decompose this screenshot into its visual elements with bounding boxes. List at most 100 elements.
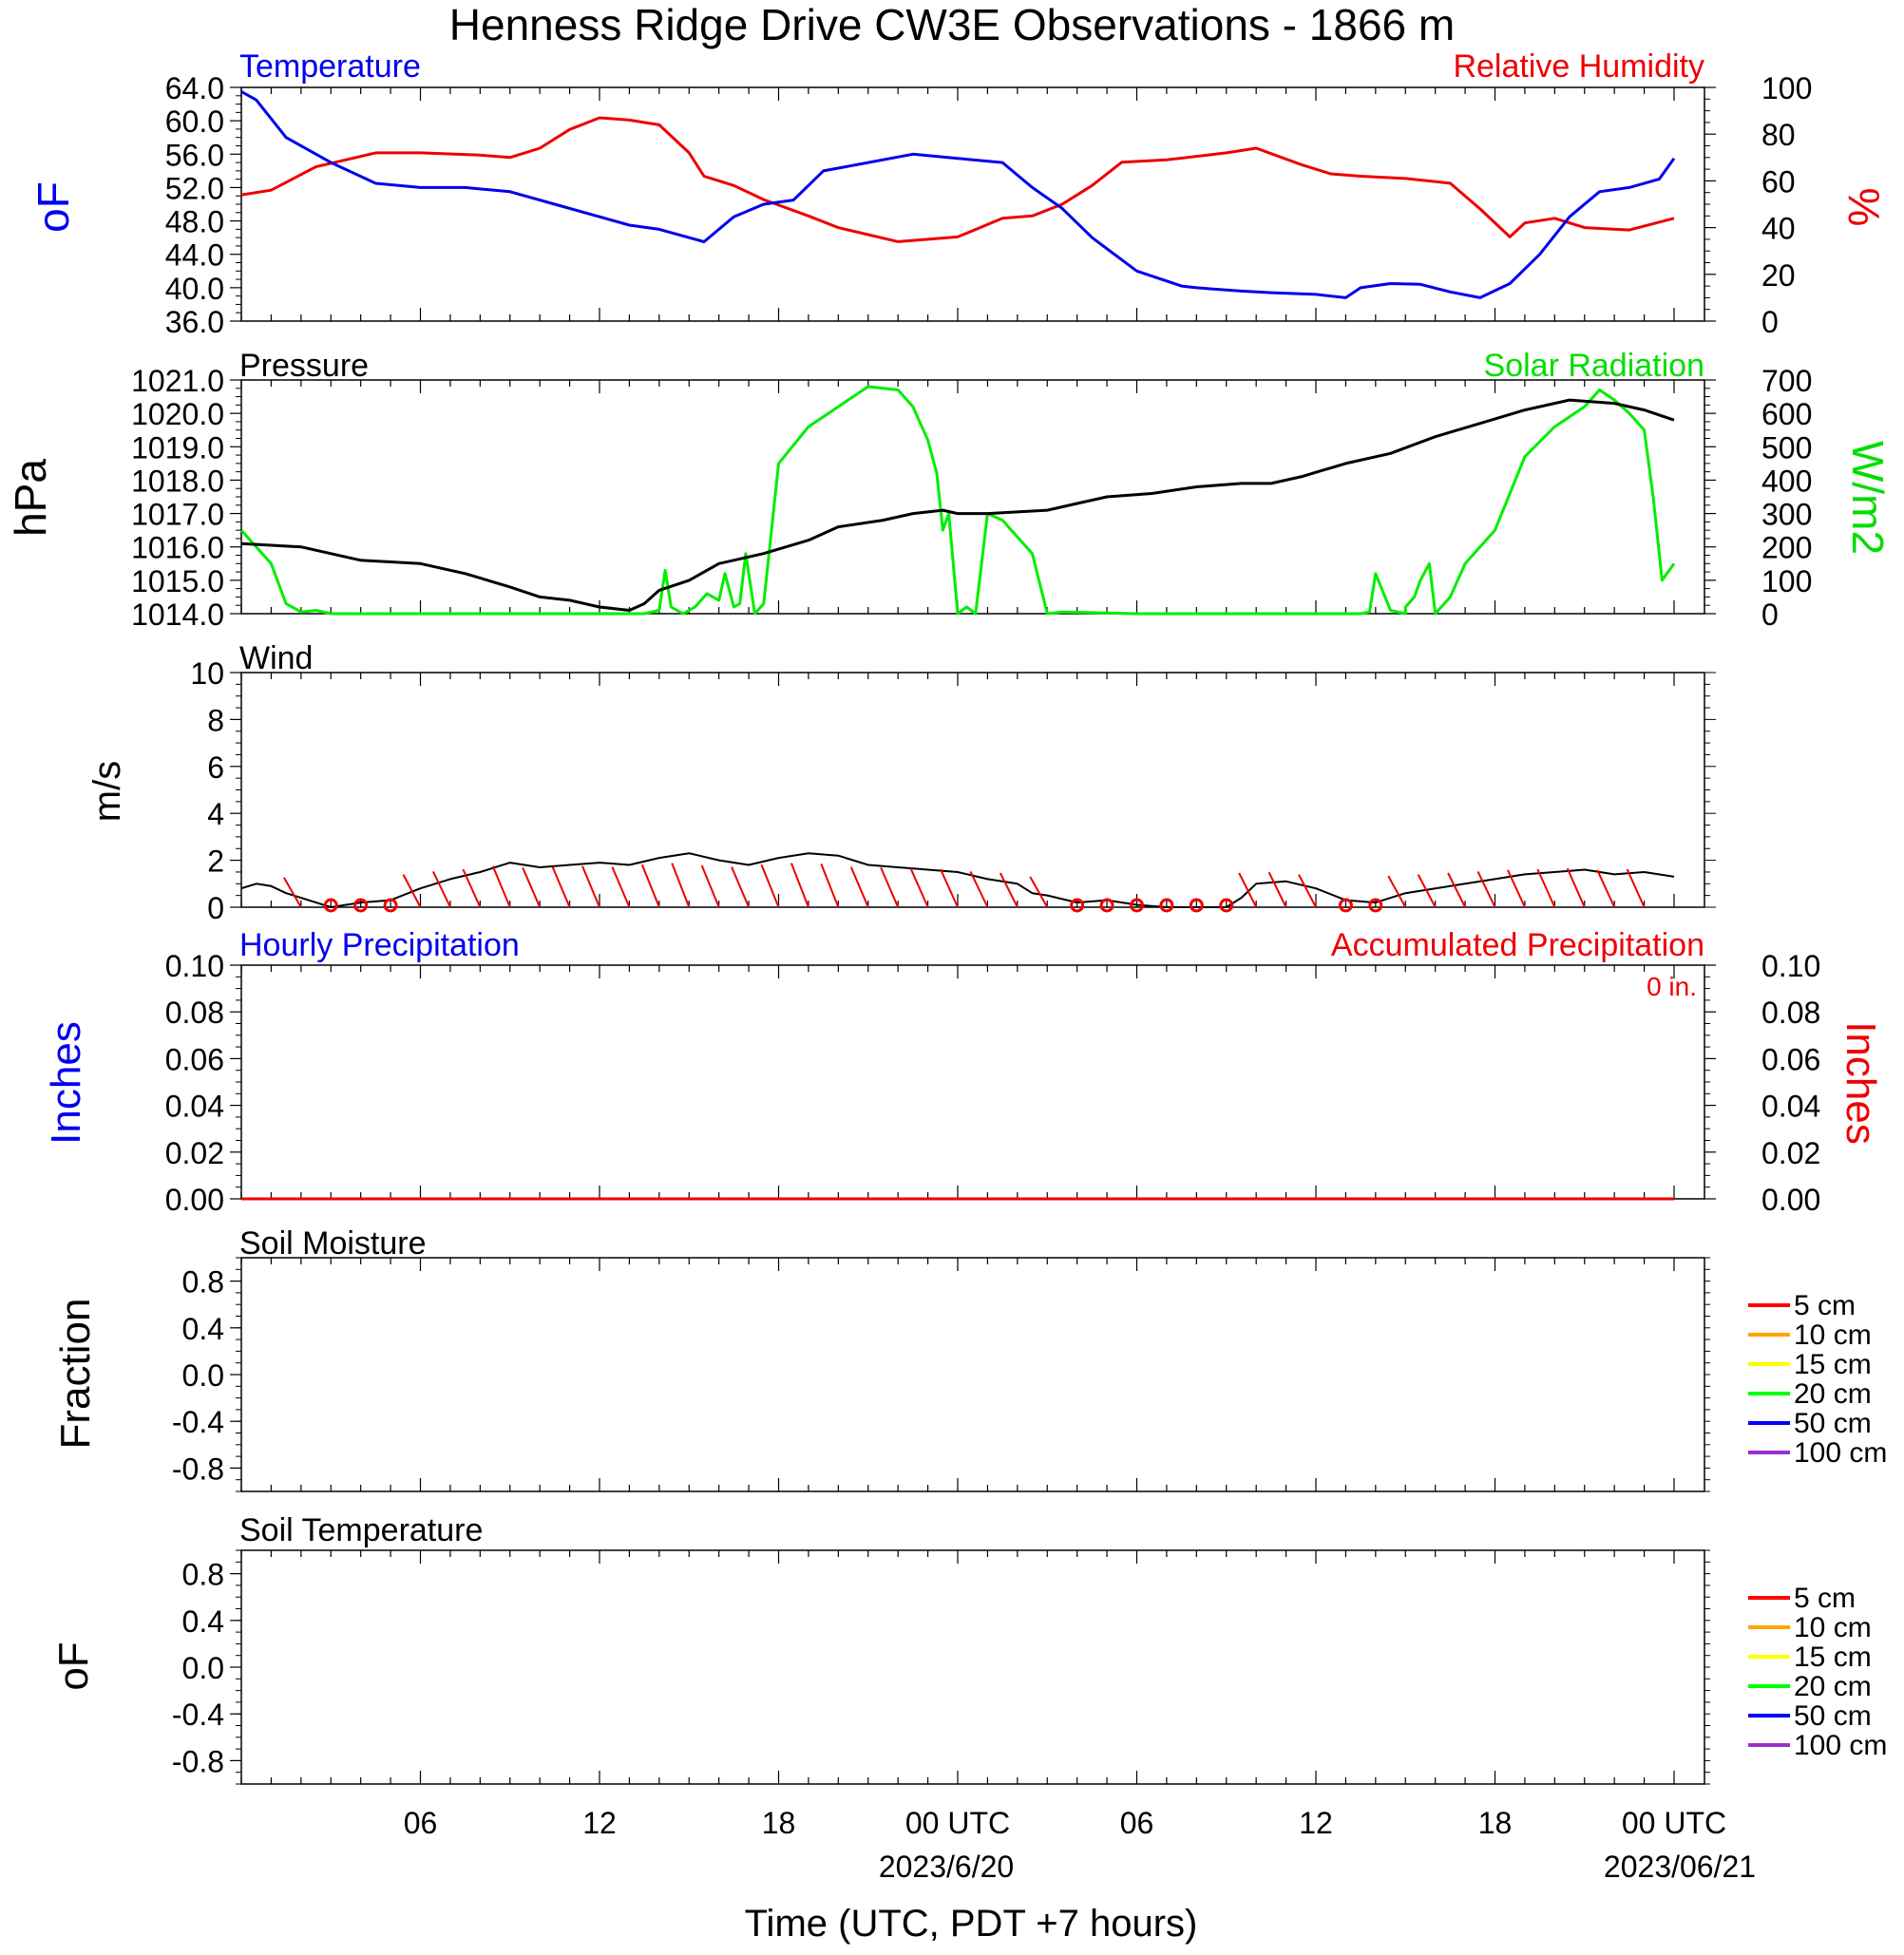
calm-marker [1219, 898, 1234, 913]
wind-unit: m/s [86, 761, 128, 822]
wind-barb [1029, 876, 1049, 908]
wind-barb [1298, 874, 1317, 908]
temp-y-tick-label: 60.0 [165, 104, 224, 139]
pressure-y-tick-label: 1016.0 [131, 531, 224, 565]
humidity-line [240, 116, 1675, 243]
temp-y-tick-label: 64.0 [165, 71, 224, 105]
pressure-panel: Pressure Solar Radiation hPa W/m2 1021.0… [6, 348, 1893, 632]
legend-label: 10 cm [1794, 1612, 1872, 1643]
wind-barb [640, 864, 660, 908]
x-tick-label: 00 UTC [1622, 1806, 1726, 1840]
legend-label: 50 cm [1794, 1408, 1872, 1439]
temp-y-tick-label: 52.0 [165, 171, 224, 205]
temp-y-tick-label: 36.0 [165, 305, 224, 339]
wind-barb [1417, 874, 1437, 908]
soil-temperature-unit: oF [50, 1642, 97, 1690]
humidity-title: Relative Humidity [1453, 48, 1704, 85]
hourly-precip-title: Hourly Precipitation [239, 927, 520, 963]
wind-line [240, 852, 1675, 908]
solar-y2-tick-label: 0 [1761, 598, 1779, 632]
solar-y2-tick-label: 300 [1761, 498, 1812, 532]
wind-barb [432, 870, 451, 908]
legend-label: 20 cm [1794, 1378, 1872, 1410]
wind-y-tick-label: 0 [207, 891, 224, 925]
temperature-title: Temperature [239, 48, 421, 85]
precip-panel: Hourly Precipitation Accumulated Precipi… [43, 927, 1884, 1217]
wind-barb [581, 865, 600, 908]
accum-precip-title: Accumulated Precipitation [1331, 927, 1704, 963]
rh-y2-tick-label: 40 [1761, 212, 1796, 246]
wind-barb [940, 868, 959, 908]
sm-y-tick-label: -0.4 [172, 1405, 224, 1439]
accum-precip-y2-tick-label: 0.00 [1761, 1183, 1820, 1217]
solar-y2-tick-label: 600 [1761, 397, 1812, 431]
calm-marker [1338, 898, 1353, 913]
x-tick-label: 06 [1120, 1806, 1154, 1840]
temperature-line [240, 90, 1676, 299]
wind-y-tick-label: 10 [190, 656, 224, 691]
wind-barb [880, 867, 900, 908]
wind-barb [491, 865, 511, 908]
soil-temperature-title: Soil Temperature [239, 1512, 483, 1548]
pressure-y-tick-label: 1021.0 [131, 364, 224, 398]
rh-y2-tick-label: 100 [1761, 71, 1812, 105]
wind-title: Wind [239, 640, 313, 676]
accum-precip-total: 0 in. [1647, 972, 1697, 1001]
wind-barb [671, 863, 691, 908]
wind-barb [1476, 870, 1496, 908]
temp-y-tick-label: 48.0 [165, 205, 224, 239]
wind-barb [1267, 871, 1287, 908]
wind-barb [1447, 872, 1466, 908]
solar-y2-tick-label: 100 [1761, 564, 1812, 598]
pressure-unit: hPa [6, 459, 55, 537]
calm-marker [353, 898, 369, 913]
soil-moisture-plot: 0.8 0.4 0.0 -0.4 -0.8 [172, 1257, 1710, 1492]
st-y-tick-label: 0.8 [182, 1558, 224, 1592]
solar-y2-tick-label: 200 [1761, 531, 1812, 565]
hourly-precip-unit: Inches [43, 1021, 89, 1145]
st-y-tick-label: 0.0 [182, 1651, 224, 1685]
temp-y-tick-label: 56.0 [165, 138, 224, 172]
pressure-plot: 1021.01020.01019.01018.01017.01016.01015… [131, 364, 1812, 632]
accum-precip-y2-tick-label: 0.08 [1761, 996, 1820, 1030]
hourly-precip-y-tick-label: 0.02 [165, 1136, 224, 1170]
wind-y-tick-label: 4 [207, 797, 224, 831]
accum-precip-y2-tick-label: 0.04 [1761, 1090, 1820, 1124]
calm-marker [1368, 898, 1383, 913]
wind-barb [1566, 867, 1586, 908]
date-label-2: 2023/06/21 [1604, 1850, 1756, 1884]
sm-y-tick-label: 0.4 [182, 1312, 224, 1346]
pressure-y-tick-label: 1017.0 [131, 498, 224, 532]
wind-barb [790, 863, 809, 908]
wind-y-tick-label: 6 [207, 750, 224, 785]
accum-precip-y2-tick-label: 0.06 [1761, 1042, 1820, 1076]
legend-label: 10 cm [1794, 1319, 1872, 1351]
hourly-precip-y-tick-label: 0.10 [165, 949, 224, 983]
wind-barb [551, 866, 571, 908]
solar-y2-tick-label: 700 [1761, 364, 1812, 398]
solar-line [239, 385, 1676, 616]
st-y-tick-label: -0.4 [172, 1698, 224, 1732]
st-y-tick-label: 0.4 [182, 1604, 224, 1639]
wind-barb [999, 872, 1019, 908]
soil-temperature-panel: Soil Temperature oF 0.8 0.4 0.0 -0.4 -0.8 5 … [50, 1512, 1887, 1785]
hourly-precip-y-tick-label: 0.04 [165, 1090, 224, 1124]
calm-marker [1099, 898, 1114, 913]
legend-label: 20 cm [1794, 1671, 1872, 1702]
pressure-y-tick-label: 1014.0 [131, 598, 224, 632]
solar-y2-tick-label: 400 [1761, 464, 1812, 498]
soil-moisture-unit: Fraction [52, 1299, 99, 1450]
x-tick-label: 18 [762, 1806, 796, 1840]
calm-marker [1070, 898, 1085, 913]
temp-y-tick-label: 44.0 [165, 238, 224, 273]
x-axis-tick-labels: 06 12 18 00 UTC 06 12 18 00 UTC [404, 1806, 1726, 1840]
temperature-panel: Temperature Relative Humidity oF % 64.06… [29, 48, 1889, 339]
wind-panel: Wind m/s 10 8 6 4 2 0 [86, 640, 1716, 925]
wind-barb [909, 867, 929, 908]
legend-label: 5 cm [1794, 1583, 1856, 1614]
wind-barb [1238, 872, 1258, 908]
